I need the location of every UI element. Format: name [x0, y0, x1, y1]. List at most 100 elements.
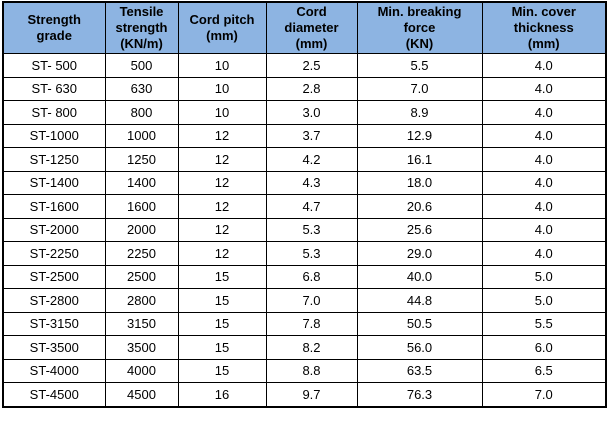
- table-cell: 12: [177, 241, 267, 266]
- table-cell: ST-2500: [2, 264, 106, 289]
- table-cell: 4.0: [481, 194, 607, 219]
- table-cell: 2.5: [265, 53, 358, 78]
- table-cell: 1000: [104, 123, 179, 148]
- table-cell: 9.7: [265, 382, 358, 407]
- table-cell: 10: [177, 53, 267, 78]
- column-header: Strength grade: [2, 1, 106, 54]
- table-cell: 15: [177, 288, 267, 313]
- table-cell: 12: [177, 147, 267, 172]
- table-row: ST-2250 2250 12 5.3 29.0 4.0: [2, 241, 607, 266]
- table-cell: 12.9: [356, 123, 483, 148]
- table-cell: 2.8: [265, 76, 358, 101]
- table-cell: 1250: [104, 147, 179, 172]
- table-cell: 3150: [104, 311, 179, 336]
- table-cell: 10: [177, 100, 267, 125]
- table-cell: ST-1600: [2, 194, 106, 219]
- table-cell: 8.2: [265, 335, 358, 360]
- table-cell: 1600: [104, 194, 179, 219]
- table-cell: 4.0: [481, 241, 607, 266]
- table-cell: 2500: [104, 264, 179, 289]
- table-cell: 630: [104, 76, 179, 101]
- table-cell: 3.7: [265, 123, 358, 148]
- table-cell: 15: [177, 358, 267, 383]
- table-row: ST-4000 4000 15 8.8 63.5 6.5: [2, 358, 607, 383]
- table-cell: 56.0: [356, 335, 483, 360]
- table-cell: 4.0: [481, 123, 607, 148]
- table-cell: 5.3: [265, 217, 358, 242]
- table-cell: 4000: [104, 358, 179, 383]
- table-row: ST-1000 1000 12 3.7 12.9 4.0: [2, 123, 607, 148]
- table-row: ST-3150 3150 15 7.8 50.5 5.5: [2, 311, 607, 336]
- table-row: ST-1250 1250 12 4.2 16.1 4.0: [2, 147, 607, 172]
- table-row: ST-3500 3500 15 8.2 56.0 6.0: [2, 335, 607, 360]
- table-cell: 40.0: [356, 264, 483, 289]
- column-header: Min. cover thickness (mm): [481, 1, 607, 54]
- table-cell: 500: [104, 53, 179, 78]
- table-cell: 10: [177, 76, 267, 101]
- table-row: ST-2800 2800 15 7.0 44.8 5.0: [2, 288, 607, 313]
- table-cell: 4.0: [481, 100, 607, 125]
- table-cell: 4500: [104, 382, 179, 407]
- table-cell: 7.0: [356, 76, 483, 101]
- table-cell: 76.3: [356, 382, 483, 407]
- table-cell: 12: [177, 194, 267, 219]
- table-cell: 6.8: [265, 264, 358, 289]
- table-cell: 4.0: [481, 217, 607, 242]
- table-cell: 18.0: [356, 170, 483, 195]
- table-cell: 16.1: [356, 147, 483, 172]
- table-cell: ST-4000: [2, 358, 106, 383]
- table-cell: 5.0: [481, 264, 607, 289]
- table-cell: 3.0: [265, 100, 358, 125]
- table-cell: 15: [177, 264, 267, 289]
- table-cell: 5.5: [356, 53, 483, 78]
- table-cell: 12: [177, 217, 267, 242]
- table-cell: 6.0: [481, 335, 607, 360]
- table-cell: ST-1000: [2, 123, 106, 148]
- table-cell: 15: [177, 311, 267, 336]
- table-cell: 2000: [104, 217, 179, 242]
- table-cell: 5.0: [481, 288, 607, 313]
- table-cell: 4.3: [265, 170, 358, 195]
- table-cell: ST-2000: [2, 217, 106, 242]
- table-cell: ST-2800: [2, 288, 106, 313]
- table-header-row: Strength grade Tensile strength (KN/m) Cor…: [2, 1, 607, 54]
- table-cell: 8.9: [356, 100, 483, 125]
- table-header: Strength grade Tensile strength (KN/m) Cor…: [2, 1, 607, 54]
- table-row: ST-1400 1400 12 4.3 18.0 4.0: [2, 170, 607, 195]
- table-row: ST- 630 630 10 2.8 7.0 4.0: [2, 76, 607, 101]
- table-cell: 3500: [104, 335, 179, 360]
- table-cell: 63.5: [356, 358, 483, 383]
- table-cell: 7.0: [481, 382, 607, 407]
- table-cell: ST-2250: [2, 241, 106, 266]
- table-cell: 12: [177, 170, 267, 195]
- table-cell: 4.2: [265, 147, 358, 172]
- table-cell: ST-1400: [2, 170, 106, 195]
- table-cell: 4.0: [481, 170, 607, 195]
- table-cell: 20.6: [356, 194, 483, 219]
- table-cell: 4.7: [265, 194, 358, 219]
- strength-grade-spec-table: Strength grade Tensile strength (KN/m) Cor…: [2, 1, 607, 408]
- table-row: ST-2000 2000 12 5.3 25.6 4.0: [2, 217, 607, 242]
- table-cell: 1400: [104, 170, 179, 195]
- table-cell: 7.0: [265, 288, 358, 313]
- table-cell: 50.5: [356, 311, 483, 336]
- column-header: Tensile strength (KN/m): [104, 1, 179, 54]
- column-header: Min. breaking force (KN): [356, 1, 483, 54]
- table-cell: ST- 800: [2, 100, 106, 125]
- table-cell: ST-3150: [2, 311, 106, 336]
- table-cell: 8.8: [265, 358, 358, 383]
- table-cell: 5.5: [481, 311, 607, 336]
- table-cell: 4.0: [481, 147, 607, 172]
- table-body: ST- 500 500 10 2.5 5.5 4.0 ST- 630 630 10 2.8 7.0 4…: [2, 53, 607, 407]
- table-cell: 16: [177, 382, 267, 407]
- table-row: ST-1600 1600 12 4.7 20.6 4.0: [2, 194, 607, 219]
- table-cell: 12: [177, 123, 267, 148]
- table-row: ST- 800 800 10 3.0 8.9 4.0: [2, 100, 607, 125]
- table-cell: ST-4500: [2, 382, 106, 407]
- table-cell: 6.5: [481, 358, 607, 383]
- table-cell: 2250: [104, 241, 179, 266]
- table-cell: 4.0: [481, 76, 607, 101]
- table-cell: 2800: [104, 288, 179, 313]
- table-cell: ST- 630: [2, 76, 106, 101]
